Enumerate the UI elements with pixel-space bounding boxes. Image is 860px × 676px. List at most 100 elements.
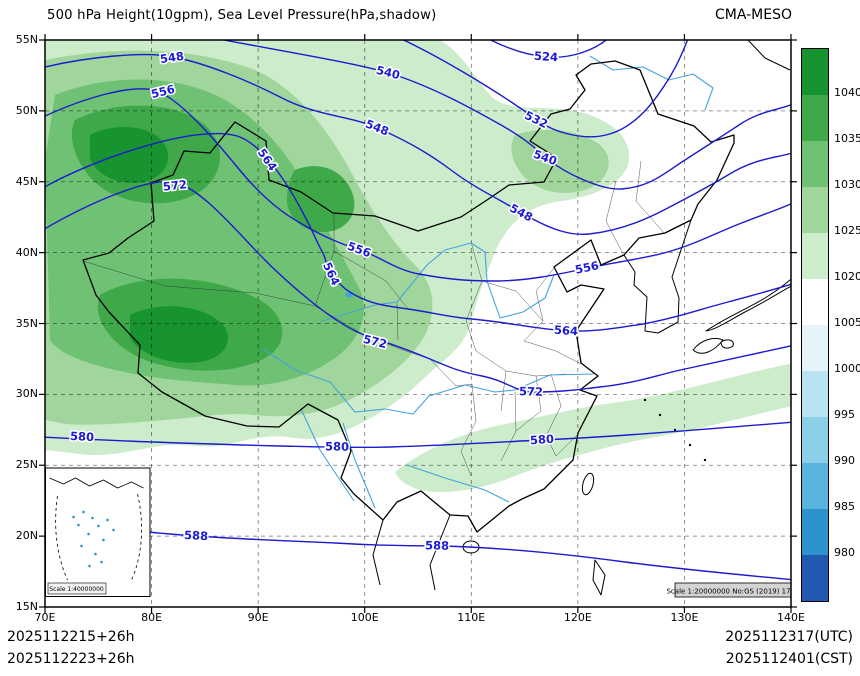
colorbar-label: 1020 [834,270,860,283]
y-axis-label: 40N [15,245,38,259]
x-axis-label: 100E [350,611,379,624]
shade-ne-lobe [511,129,609,193]
luzon-outline [592,559,606,596]
contour-label: 548 [159,49,185,66]
chart-title: 500 hPa Height(10gpm), Sea Level Pressur… [47,8,437,23]
x-axis-label: 130E [670,611,699,624]
map-canvas: 5485565405485245325405645725565645485565… [39,34,800,613]
pearl-river [406,464,510,503]
height-contours [45,40,791,581]
colorbar-label: 1040 [834,86,860,99]
myanmar-coast [372,519,384,586]
map-scale-box: Scale 1:20000000 No:GS (2019) 1786 [666,582,800,598]
coastlines [82,40,791,596]
y-axis-label: 15N [15,600,38,613]
contour-label: 564 [554,323,579,339]
tick-layer [39,34,797,613]
taiwan-outline [581,472,595,496]
inset-islands [72,510,115,568]
x-axis-label: 120E [563,611,592,624]
inset-map: Scale 1:40000000 [45,467,151,597]
colorbar-segment [802,463,828,509]
x-axis-label: 70E [34,611,56,624]
x-axis-label: 110E [457,611,486,624]
contour-label: 580 [529,432,554,448]
china-border [82,60,735,533]
inset-coastline [49,477,144,489]
colorbar-segment [802,279,828,325]
contour-532 [401,40,689,138]
colorbar-segment [802,325,828,371]
shade-gt1040-b [130,306,229,363]
valid-time-utc: 2025112317(UTC) [725,629,853,645]
colorbar-label: 985 [834,500,855,513]
province-borders [82,160,666,477]
contour-label: 588 [184,528,209,543]
yangtze-river [262,348,595,415]
japan-kyushu [692,337,724,354]
contour-548 [45,53,791,236]
sw-river-2 [342,422,376,509]
map-scale-text: Scale 1:20000000 No:GS (2019) 1786 [666,588,800,596]
contour-572 [45,180,791,393]
rivers [262,55,714,509]
korea-outline [623,219,692,334]
shade-se-band [395,363,791,492]
x-axis-label: 80E [141,611,163,624]
map-content: 5485565405485245325405645725565645485565… [45,40,800,607]
colorbar-label: 995 [834,408,855,421]
y-axis-label: 35N [15,316,38,330]
colorbar-label: 1035 [834,132,860,145]
qinghai-lake [345,292,353,298]
vietnam-coast [429,514,451,591]
inset-scale-text: Scale 1:40000000 [49,586,104,593]
contour-524 [489,40,608,58]
yellow-river [321,242,555,322]
colorbar-segment [802,233,828,279]
colorbar [801,48,829,602]
japan-honshu [705,278,791,332]
inset-dash-line-west [55,495,68,581]
contour-540 [220,40,791,190]
contour-label: 572 [162,177,187,193]
colorbar-segment [802,371,828,417]
x-axis-label: 90E [247,611,269,624]
grid-layer [45,40,791,607]
colorbar-segment [802,141,828,187]
okhotsk-coast [747,40,791,71]
init-time-cst: 2025112223+26h [7,651,135,667]
y-axis-label: 50N [15,103,38,117]
contour-label: 572 [519,384,543,399]
y-axis-label: 20N [15,529,38,543]
sw-river-1 [300,408,355,502]
valid-time-cst: 2025112401(CST) [725,651,853,667]
init-time-utc: 2025112215+26h [7,629,135,645]
japan-shikoku [720,339,734,349]
colorbar-segment [802,187,828,233]
amur-river [589,55,714,111]
contour-label: 580 [325,439,349,453]
contour-588 [45,521,791,581]
contour-label: 556 [574,258,600,277]
contour-564 [45,132,791,332]
colorbar-label: 1005 [834,316,860,329]
colorbar-segment [802,417,828,463]
contour-label: 588 [425,538,449,552]
colorbar-segment [802,555,828,601]
slp-shading [45,40,791,492]
y-axis-label: 30N [15,387,38,401]
inset-scale-box [47,582,107,595]
colorbar-label: 980 [834,546,855,559]
colorbar-segment [802,509,828,555]
colorbar-label: 990 [834,454,855,467]
colorbar-label: 1030 [834,178,860,191]
y-axis-label: 25N [15,458,38,472]
inset-dash-line-east [131,493,142,581]
contour-556 [45,88,791,282]
colorbar-label: 1000 [834,362,860,375]
contour-label: 580 [70,429,95,444]
colorbar-segment [802,95,828,141]
contour-580 [45,421,791,449]
y-axis-label: 45N [15,174,38,188]
